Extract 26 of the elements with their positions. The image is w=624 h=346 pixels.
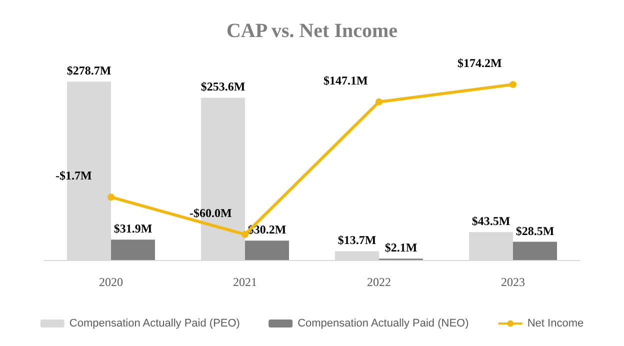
bar (245, 240, 289, 260)
x-tick-label: 2022 (367, 275, 391, 289)
data-label: -$1.7M (56, 168, 92, 183)
point (108, 194, 114, 201)
data-label: $2.1M (384, 240, 418, 255)
data-label: $147.1M (324, 73, 368, 88)
legend-label: Compensation Actually Paid (NEO) (298, 318, 469, 330)
point (376, 98, 382, 106)
chart-title: CAP vs. Net Income (226, 20, 398, 42)
bar (111, 240, 155, 260)
data-label: $43.5M (472, 214, 510, 228)
data-label: -$60.0M (190, 206, 232, 220)
point (510, 81, 516, 88)
x-tick-label: 2021 (233, 275, 257, 289)
data-label: $28.5M (516, 224, 554, 238)
data-label: $278.7M (66, 64, 112, 78)
data-label: $253.6M (200, 80, 246, 94)
bar (513, 242, 557, 260)
data-label: $13.7M (338, 233, 376, 248)
data-label: $31.9M (114, 222, 152, 236)
legend-label: Net Income (527, 318, 584, 330)
legend-label: Compensation Actually Paid (PEO) (69, 318, 240, 330)
x-tick-label: 2020 (99, 275, 123, 289)
point (242, 230, 248, 238)
x-tick-label: 2023 (501, 275, 525, 289)
data-label: $174.2M (458, 56, 502, 70)
